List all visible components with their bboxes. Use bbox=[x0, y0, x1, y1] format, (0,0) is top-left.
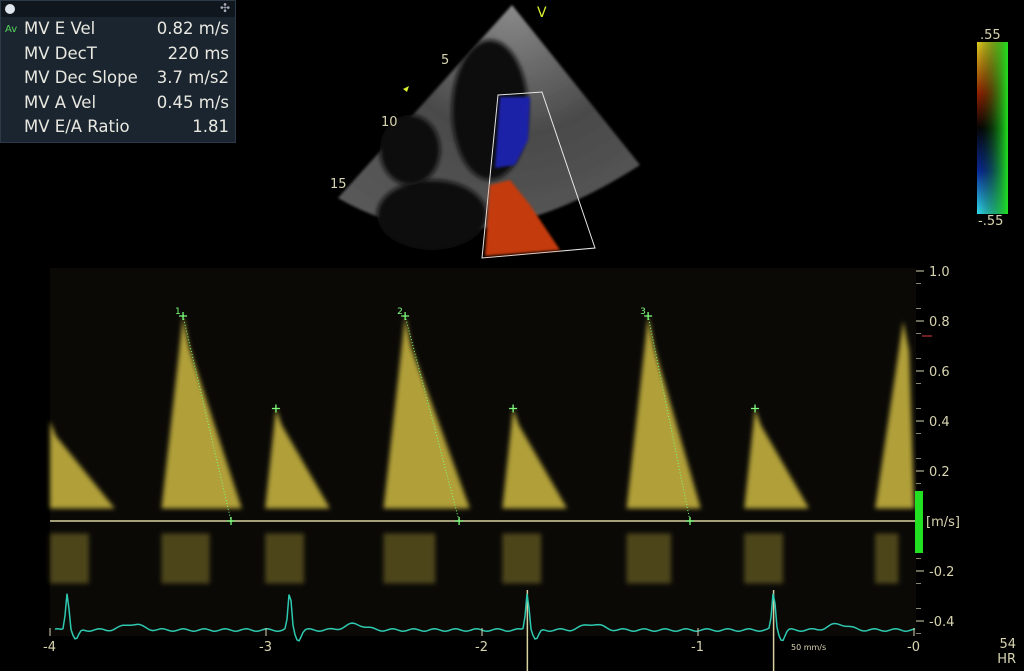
decel-slope-line bbox=[647, 315, 691, 522]
measurement-row: Av MV E Vel 0.82 m/s bbox=[1, 17, 235, 42]
velocity-tick-label: 0.2 bbox=[929, 465, 950, 480]
color-scale-bottom: -.55 bbox=[978, 214, 1003, 229]
color-flow-red bbox=[485, 180, 560, 256]
echo-sector-image: V 5 10 15 bbox=[330, 5, 640, 259]
orientation-marker-icon bbox=[403, 86, 409, 92]
depth-label-15: 15 bbox=[330, 177, 347, 192]
velocity-tick-label: -0.4 bbox=[929, 615, 954, 630]
measurement-value: 0.45 m/s bbox=[156, 92, 229, 112]
measurement-label: MV E/A Ratio bbox=[24, 117, 130, 136]
velocity-tick-label: 0.8 bbox=[929, 315, 950, 330]
spectrum-envelope bbox=[161, 316, 242, 509]
heart-rate-value: 54 bbox=[999, 637, 1016, 652]
average-badge: Av bbox=[5, 24, 18, 35]
time-tick-label: -2 bbox=[475, 640, 488, 655]
measurement-label: MV Dec Slope bbox=[24, 68, 138, 87]
baseline-position-indicator[interactable] bbox=[915, 491, 923, 553]
time-tick-label: -1 bbox=[691, 640, 704, 655]
measurement-value: 3.7 m/s2 bbox=[156, 68, 229, 87]
spectrum-envelope bbox=[744, 408, 810, 509]
caliper-cross-icon bbox=[227, 517, 236, 525]
caliper-cross-icon bbox=[271, 404, 280, 413]
spectrum-envelope bbox=[50, 421, 115, 509]
heart-rate-label: HR bbox=[997, 652, 1016, 667]
decel-slope-line bbox=[182, 315, 232, 522]
spectrum-envelope bbox=[502, 408, 568, 509]
measurement-row: MV DecT 220 ms bbox=[1, 42, 235, 67]
caliper-label: 1 bbox=[175, 307, 181, 317]
caliper-cross-icon bbox=[509, 404, 518, 413]
velocity-tick-label: -0.2 bbox=[929, 565, 954, 580]
measurement-value: 0.82 m/s bbox=[156, 19, 229, 38]
spectrum-reverse-flow bbox=[265, 533, 305, 584]
collapse-icon[interactable] bbox=[5, 4, 15, 14]
caliper-label: 2 bbox=[397, 307, 403, 317]
orientation-mark: V bbox=[537, 5, 547, 21]
decel-slope-line bbox=[404, 315, 460, 522]
caliper-cross-icon bbox=[401, 312, 410, 320]
measurement-label: MV A Vel bbox=[24, 92, 97, 112]
measurement-row: MV Dec Slope 3.7 m/s2 bbox=[1, 66, 235, 91]
spectrum-reverse-flow bbox=[161, 533, 210, 584]
spectrum-reverse-flow bbox=[626, 533, 672, 584]
color-scale-top: .55 bbox=[980, 28, 1001, 43]
sweep-speed: 50 mm/s bbox=[791, 643, 826, 652]
velocity-tick-label: 0.4 bbox=[929, 415, 950, 430]
color-velocity-scale: .55 -.55 bbox=[977, 28, 1008, 229]
caliper-cross-icon bbox=[455, 517, 464, 525]
measurement-panel[interactable]: ✣ Av MV E Vel 0.82 m/s MV DecT 220 ms MV De… bbox=[0, 0, 236, 143]
velocity-unit: [m/s] bbox=[926, 515, 960, 530]
spectrum-reverse-flow bbox=[744, 533, 784, 584]
caliper-cross-icon bbox=[644, 312, 653, 320]
color-flow-blue bbox=[495, 97, 530, 168]
caliper-cross-icon bbox=[751, 404, 760, 413]
move-icon[interactable]: ✣ bbox=[219, 1, 230, 15]
spectrum-reverse-flow bbox=[502, 533, 542, 584]
spectrum-reverse-flow bbox=[875, 533, 899, 584]
spectrum-reverse-flow bbox=[383, 533, 436, 584]
measurement-row: MV E/A Ratio 1.81 bbox=[1, 115, 235, 140]
caliper-cross-icon bbox=[686, 517, 695, 525]
measurement-panel-header[interactable]: ✣ bbox=[1, 1, 235, 17]
spectrum-envelope bbox=[383, 316, 470, 509]
heart-rate: 54 HR bbox=[997, 637, 1016, 667]
measurement-label: MV E Vel bbox=[24, 19, 96, 38]
velocity-tick-label: 0.6 bbox=[929, 365, 950, 380]
spectrum-envelope bbox=[875, 321, 914, 509]
caliper-label: 3 bbox=[640, 307, 646, 317]
measurement-label: MV DecT bbox=[24, 43, 97, 63]
measurement-row: MV A Vel 0.45 m/s bbox=[1, 91, 235, 116]
time-tick-label: -4 bbox=[43, 640, 56, 655]
measurement-value: 1.81 bbox=[192, 117, 229, 136]
time-tick-label: -3 bbox=[259, 640, 272, 655]
ecg-trace bbox=[54, 593, 916, 642]
caliper-cross-icon bbox=[179, 312, 188, 320]
measurement-value: 220 ms bbox=[167, 43, 229, 63]
velocity-tick-label: 1.0 bbox=[929, 265, 950, 280]
depth-label-5: 5 bbox=[441, 53, 449, 68]
spectrum-envelope bbox=[265, 408, 330, 509]
spectrum-reverse-flow bbox=[50, 533, 89, 584]
depth-label-10: 10 bbox=[381, 115, 398, 130]
color-roi-box bbox=[481, 91, 596, 259]
spectrum-envelope bbox=[626, 316, 701, 509]
time-tick-label: -0 bbox=[907, 640, 920, 655]
